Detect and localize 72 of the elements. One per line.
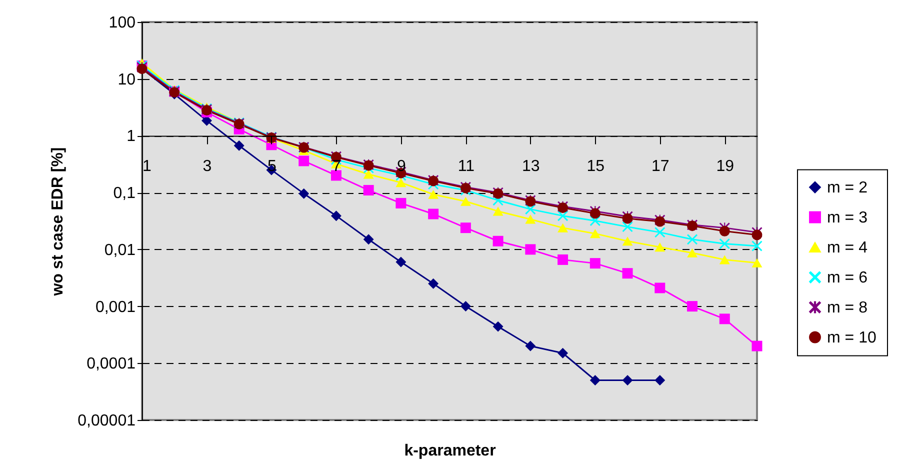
point xyxy=(492,321,504,332)
point xyxy=(492,236,504,246)
point xyxy=(622,222,633,232)
point xyxy=(622,236,633,246)
y-axis-title: wo st case EDR [%] xyxy=(50,147,67,297)
point xyxy=(654,282,666,294)
point xyxy=(298,188,310,199)
point xyxy=(752,240,762,252)
point xyxy=(525,244,536,255)
point xyxy=(234,140,244,151)
point xyxy=(590,258,600,269)
y-tick-label: 0,01 xyxy=(104,242,136,259)
point xyxy=(558,348,568,358)
point xyxy=(719,314,730,324)
x-axis-title: k-parameter xyxy=(404,442,496,460)
y-tick-label: 0,001 xyxy=(95,298,136,316)
point xyxy=(687,248,698,258)
point xyxy=(590,229,600,238)
point xyxy=(558,223,568,232)
point xyxy=(719,255,730,264)
legend-label: m = 6 xyxy=(827,269,868,286)
point xyxy=(719,226,730,236)
point xyxy=(428,208,439,220)
point xyxy=(752,258,762,268)
point xyxy=(687,234,698,245)
point xyxy=(622,268,633,279)
point xyxy=(492,206,504,216)
y-tick-label: 0,00001 xyxy=(78,412,136,430)
x-tick-label: 17 xyxy=(651,158,670,176)
y-tick-label: 100 xyxy=(108,14,136,32)
point xyxy=(460,196,471,206)
legend-label: m = 8 xyxy=(827,299,868,316)
point xyxy=(298,156,310,166)
legend-label: m = 2 xyxy=(827,179,868,196)
x-tick-label: 11 xyxy=(458,158,475,176)
x-tick-label: 1 xyxy=(142,158,152,176)
legend-label: m = 10 xyxy=(827,329,876,346)
x-tick-label: 3 xyxy=(202,158,212,176)
point xyxy=(590,375,600,386)
y-tick-label: 10 xyxy=(118,71,136,88)
y-tick-label: 1 xyxy=(126,128,136,146)
point xyxy=(654,242,666,252)
point xyxy=(428,278,439,289)
point xyxy=(363,170,374,179)
point xyxy=(752,340,762,352)
point xyxy=(654,375,666,386)
point xyxy=(460,301,471,312)
point xyxy=(752,230,762,240)
point xyxy=(525,214,536,224)
x-tick-label: 19 xyxy=(716,158,734,176)
point xyxy=(687,301,698,312)
y-tick-label: 0,0001 xyxy=(86,356,136,373)
point xyxy=(460,222,471,234)
x-tick-label: 15 xyxy=(586,158,605,176)
point xyxy=(558,210,568,222)
x-tick-label: 13 xyxy=(522,158,540,176)
legend-label: m = 4 xyxy=(827,239,868,256)
point xyxy=(363,184,374,196)
legend-label: m = 3 xyxy=(827,209,868,226)
point xyxy=(525,340,536,352)
point xyxy=(428,190,439,199)
point xyxy=(590,208,600,219)
point xyxy=(396,256,406,268)
point xyxy=(396,198,406,208)
point xyxy=(330,210,342,222)
point xyxy=(719,238,730,249)
point xyxy=(654,227,666,238)
point xyxy=(622,375,633,386)
point xyxy=(558,254,568,265)
y-tick-label: 0,1 xyxy=(113,185,136,202)
point xyxy=(396,178,406,188)
point xyxy=(363,234,374,245)
